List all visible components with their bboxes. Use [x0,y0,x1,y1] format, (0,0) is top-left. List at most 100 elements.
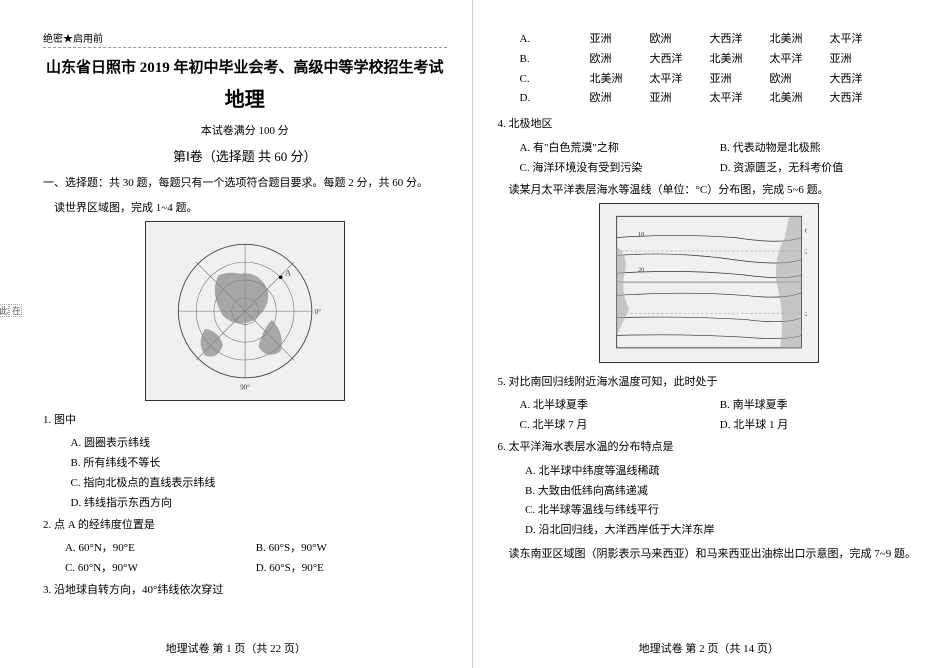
option-label: A. [520,30,590,50]
question-number: 6. [498,441,506,453]
option-d: D. 沿北回归线，大洋西岸低于大洋东岸 [525,521,920,541]
option-cell: 北美洲 [770,89,830,109]
svg-text:90°: 90° [240,383,250,391]
figure-instruction: 读世界区域图，完成 1~4 题。 [43,199,447,215]
polar-map-icon: 90° 0° A [156,231,334,391]
option-b: B. 南半球夏季 [720,396,920,416]
question-stem: 点 A 的经纬度位置是 [54,519,155,531]
option-cell: 欧洲 [590,50,650,70]
question-stem: 对比南回归线附近海水温度可知，此时处于 [509,376,718,388]
option-a: A. 有"白色荒漠"之称 [520,139,720,159]
option-a: A. 60°N，90°E [65,539,256,559]
option-cell: 太平洋 [830,30,890,50]
section-instruction: 一、选择题：共 30 题，每题只有一个选项符合题目要求。每题 2 分，共 60 … [43,175,447,193]
page-footer-1: 地理试卷 第 1 页（共 22 页） [25,640,447,656]
question-2: 2. 点 A 的经纬度位置是 [43,516,447,536]
page-2: A. 亚洲 欧洲 大西洋 北美洲 太平洋 B. 欧洲 大西洋 北美洲 太平洋 亚… [473,0,945,668]
svg-text:23.5°: 23.5° [805,249,807,256]
figure-instruction-56: 读某月太平洋表层海水等温线（单位：°C）分布图，完成 5~6 题。 [498,181,921,197]
score-note: 本试卷满分 100 分 [43,122,447,138]
section-title: 第Ⅰ卷（选择题 共 60 分） [43,146,447,165]
question-number: 4. [498,118,506,130]
option-d: D. 纬线指示东西方向 [71,494,447,514]
question-stem: 图中 [54,414,76,426]
option-cell: 大西洋 [710,30,770,50]
svg-text:20: 20 [638,267,644,274]
option-b: B. 大致由低纬向高纬递减 [525,482,920,502]
option-b: B. 60°S，90°W [256,539,447,559]
margin-char: 在 [9,304,22,317]
svg-text:66.5°: 66.5° [805,228,807,235]
page-1: 在 此 卷 上 答 题 无 效 绝密★启用前 山东省日照市 2019 年初中毕业… [0,0,473,668]
option-c: C. 北半球 7 月 [520,416,720,436]
option-a: A. 圆圈表示纬线 [71,434,447,454]
option-c: C. 指向北极点的直线表示纬线 [71,474,447,494]
options-q5: A. 北半球夏季 B. 南半球夏季 C. 北半球 7 月 D. 北半球 1 月 [498,396,921,436]
option-b: B. 代表动物是北极熊 [720,139,920,159]
option-row-b: B. 欧洲 大西洋 北美洲 太平洋 亚洲 [520,50,921,70]
option-cell: 大西洋 [830,89,890,109]
options-q6: A. 北半球中纬度等温线稀疏 B. 大致由低纬向高纬递减 C. 北半球等温线与纬… [498,462,921,541]
option-cell: 亚洲 [590,30,650,50]
confidential-note: 绝密★启用前 [43,30,447,48]
option-c: C. 海洋环境没有受到污染 [520,159,720,179]
option-cell: 欧洲 [770,70,830,90]
question-3: 3. 沿地球自转方向，40°纬线依次穿过 [43,581,447,601]
question-1: 1. 图中 [43,411,447,431]
svg-text:10: 10 [638,231,644,238]
question-4: 4. 北极地区 [498,115,921,135]
option-label: B. [520,50,590,70]
option-cell: 北美洲 [590,70,650,90]
subject-title: 地理 [43,83,447,112]
figure-instruction-79: 读东南亚区域图（阴影表示马来西亚）和马来西亚出油棕出口示意图，完成 7~9 题。 [498,545,921,561]
option-b: B. 所有纬线不等长 [71,454,447,474]
option-d: D. 北半球 1 月 [720,416,920,436]
option-cell: 亚洲 [650,89,710,109]
option-d: D. 资源匮乏，无科考价值 [720,159,920,179]
option-cell: 太平洋 [770,50,830,70]
svg-text:23.5°: 23.5° [805,311,807,318]
option-cell: 大西洋 [830,70,890,90]
svg-text:A: A [285,268,291,277]
option-c: C. 60°N，90°W [65,559,256,579]
figure-world-polar-map: 90° 0° A [145,221,345,401]
question-6: 6. 太平洋海水表层水温的分布特点是 [498,438,921,458]
option-cell: 亚洲 [830,50,890,70]
question-number: 1. [43,414,51,426]
svg-text:0°: 0° [314,307,321,315]
option-a: A. 北半球中纬度等温线稀疏 [525,462,920,482]
option-label: D. [520,89,590,109]
figure-pacific-isotherm: 10 20 23.5° 23.5° 66.5° [599,203,819,363]
option-label: C. [520,70,590,90]
question-5: 5. 对比南回归线附近海水温度可知，此时处于 [498,373,921,393]
option-cell: 大西洋 [650,50,710,70]
option-c: C. 北半球等温线与纬线平行 [525,501,920,521]
question-number: 3. [43,584,51,596]
exam-title: 山东省日照市 2019 年初中毕业会考、高级中等学校招生考试 [43,56,447,77]
option-row-d: D. 欧洲 亚洲 太平洋 北美洲 大西洋 [520,89,921,109]
option-cell: 亚洲 [710,70,770,90]
option-cell: 欧洲 [650,30,710,50]
option-d: D. 60°S，90°E [256,559,447,579]
options-q2: A. 60°N，90°E B. 60°S，90°W C. 60°N，90°W D… [43,539,447,579]
question-number: 5. [498,376,506,388]
option-a: A. 北半球夏季 [520,396,720,416]
page-footer-2: 地理试卷 第 2 页（共 14 页） [498,640,921,656]
option-cell: 太平洋 [710,89,770,109]
margin-char: 此 [0,304,9,317]
option-cell: 北美洲 [770,30,830,50]
isotherm-map-icon: 10 20 23.5° 23.5° 66.5° [611,211,807,353]
option-cell: 太平洋 [650,70,710,90]
option-row-a: A. 亚洲 欧洲 大西洋 北美洲 太平洋 [520,30,921,50]
options-q4: A. 有"白色荒漠"之称 B. 代表动物是北极熊 C. 海洋环境没有受到污染 D… [498,139,921,179]
option-cell: 北美洲 [710,50,770,70]
question-stem: 北极地区 [509,118,553,130]
options-q3: A. 亚洲 欧洲 大西洋 北美洲 太平洋 B. 欧洲 大西洋 北美洲 太平洋 亚… [498,30,921,109]
question-number: 2. [43,519,51,531]
question-stem: 太平洋海水表层水温的分布特点是 [509,441,674,453]
option-row-c: C. 北美洲 太平洋 亚洲 欧洲 大西洋 [520,70,921,90]
option-cell: 欧洲 [590,89,650,109]
binding-margin: 在 此 卷 上 答 题 无 效 [2,60,22,560]
options-q1: A. 圆圈表示纬线 B. 所有纬线不等长 C. 指向北极点的直线表示纬线 D. … [43,434,447,513]
question-stem: 沿地球自转方向，40°纬线依次穿过 [54,584,223,596]
